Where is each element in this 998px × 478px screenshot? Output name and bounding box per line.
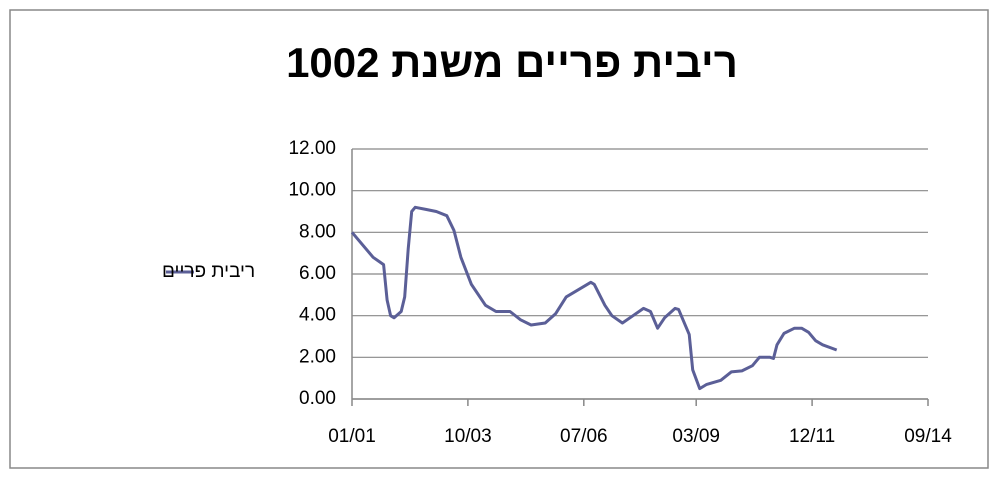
x-tick-label: 12/11 xyxy=(789,426,835,447)
y-tick-label: 8.00 xyxy=(299,221,336,242)
x-tick-label: 07/06 xyxy=(560,426,608,447)
y-tick-label: 2.00 xyxy=(299,346,336,367)
y-tick-label: 10.00 xyxy=(288,180,336,201)
y-tick-label: 12.00 xyxy=(288,138,336,159)
legend-label: ריבית פריים xyxy=(162,261,255,282)
y-tick-label: 4.00 xyxy=(299,305,336,326)
x-tick-label: 01/01 xyxy=(328,426,376,447)
y-tick-label: 6.00 xyxy=(299,263,336,284)
series-line xyxy=(350,205,838,391)
x-tick-label: 10/03 xyxy=(444,426,492,447)
chart-title: ריבית פריים משנת 1002 xyxy=(286,39,738,86)
x-tick-label: 09/14 xyxy=(904,426,952,447)
y-tick-label: 0.00 xyxy=(299,388,336,409)
chart-frame xyxy=(9,9,989,469)
x-tick-label: 03/09 xyxy=(672,426,720,447)
